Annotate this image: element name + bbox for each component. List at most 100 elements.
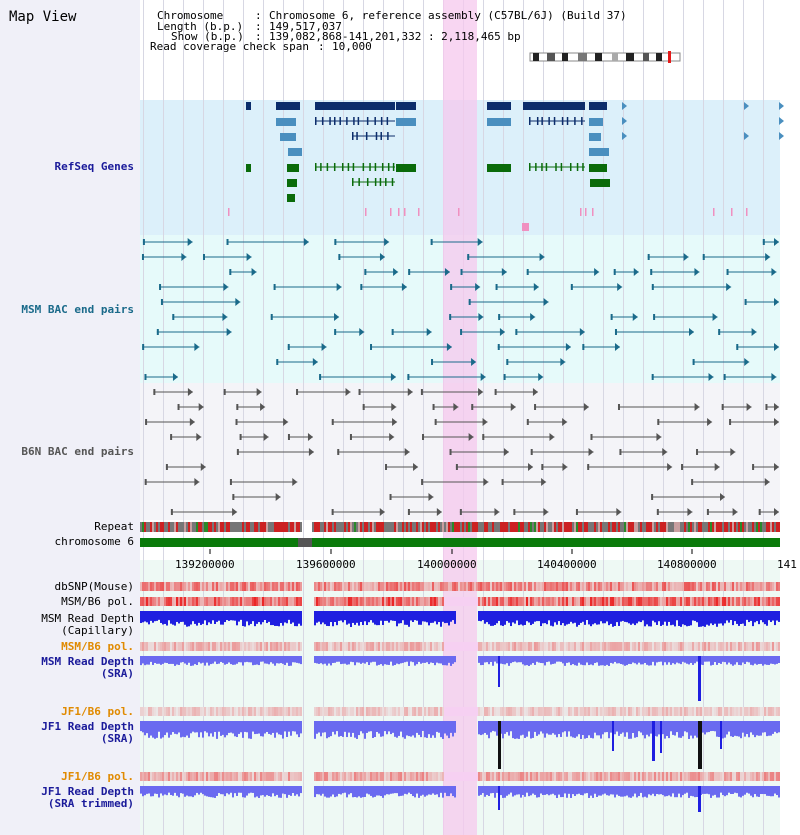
msm-depth-capillary-bar: [632, 611, 634, 624]
msm-pol-heat-cell: [502, 597, 504, 606]
jf1-pol-heat-cell: [648, 707, 650, 716]
jf1-pol-heat-cell: [358, 707, 360, 716]
jf1-depth-sra-bar: [150, 721, 152, 736]
jf1-pol2-heat-cell: [278, 772, 280, 781]
jf1-depth-sra-bar: [712, 721, 714, 731]
jf1-pol2-heat-cell: [410, 772, 412, 781]
jf1-pol-heat-cell: [528, 707, 530, 716]
msm-pol2-heat-cell: [280, 642, 282, 651]
msm-pol-heat-cell: [770, 597, 772, 606]
dbsnp-heat-cell: [368, 582, 370, 591]
msm-depth-sra-bar: [382, 656, 384, 666]
msm-depth-capillary-bar: [644, 611, 646, 627]
track-label-b6n-bac[interactable]: B6N BAC end pairs: [21, 445, 134, 458]
msm-pol-heat-cell: [600, 597, 602, 606]
dbsnp-heat-cell: [508, 582, 510, 591]
jf1-depth-trimmed-bar: [438, 786, 440, 798]
gene-block: [246, 102, 251, 110]
msm-pol-heat-cell: [344, 597, 346, 606]
msm-pol2-heat-cell: [354, 642, 356, 651]
jf1-depth-sra-bar: [548, 721, 550, 735]
msm-pol-heat-cell: [192, 597, 194, 606]
jf1-pol-heat-cell: [580, 707, 582, 716]
dbsnp-heat-cell: [150, 582, 152, 591]
jf1-pol2-heat-cell: [268, 772, 270, 781]
jf1-depth-trimmed-bar: [324, 786, 326, 797]
msm-depth-capillary-bar: [532, 611, 534, 624]
jf1-pol-heat-cell: [170, 707, 172, 716]
msm-pol2-heat-cell: [764, 642, 766, 651]
msm-depth-sra-bar: [292, 656, 294, 663]
jf1-pol2-heat-cell: [172, 772, 174, 781]
jf1-depth-sra-bar: [348, 721, 350, 733]
msm-pol-heat-cell: [436, 597, 438, 606]
repeat-element: [248, 522, 250, 532]
msm-pol-heat-cell: [552, 597, 554, 606]
jf1-depth-sra-bar: [380, 721, 382, 737]
jf1-depth-trimmed-bar: [558, 786, 560, 795]
msm-pol2-heat-cell: [472, 642, 474, 651]
jf1-pol-heat-cell: [568, 707, 570, 716]
repeat-element: [256, 522, 258, 532]
repeat-element: [156, 522, 158, 532]
b6n-bac-pair-end-arrow: [588, 448, 594, 456]
jf1-depth-sra-bar: [580, 721, 582, 739]
msm-depth-sra-bar: [288, 656, 290, 666]
msm-pol2-heat-cell: [728, 642, 730, 651]
msm-depth-capillary-bar: [588, 611, 590, 625]
jf1-depth-sra-bar: [506, 721, 508, 733]
ideogram-band: [595, 53, 602, 61]
b6n-bac-pair-end: [706, 509, 709, 515]
msm-pol2-heat-cell: [214, 642, 216, 651]
jf1-depth-sra-bar: [298, 721, 300, 738]
jf1-pol2-heat-cell: [646, 772, 648, 781]
jf1-pol-heat-cell: [408, 707, 410, 716]
dbsnp-heat-cell: [482, 582, 484, 591]
dbsnp-heat-cell: [578, 582, 580, 591]
msm-depth-sra-bar: [732, 656, 734, 666]
msm-depth-sra-bar: [148, 656, 150, 665]
msm-pol2-heat-cell: [546, 642, 548, 651]
msm-pol-heat-cell: [610, 597, 612, 606]
msm-pol-heat-cell: [146, 597, 148, 606]
msm-depth-sra-bar: [680, 656, 682, 665]
b6n-bac-pair-end-arrow: [187, 388, 193, 396]
jf1-pol-heat-cell: [544, 707, 546, 716]
msm-depth-capillary-bar: [392, 611, 394, 621]
dbsnp-heat-cell: [512, 582, 514, 591]
jf1-depth-trimmed-bar: [670, 786, 672, 797]
jf1-depth-trimmed-bar: [706, 786, 708, 794]
msm-pol-heat-cell: [756, 597, 758, 606]
jf1-pol-heat-cell: [494, 707, 496, 716]
repeat-element: [688, 522, 690, 532]
dbsnp-heat-cell: [504, 582, 506, 591]
jf1-pol2-heat-cell: [290, 772, 292, 781]
msm-depth-capillary-bar: [736, 611, 738, 624]
msm-pol2-heat-cell: [218, 642, 220, 651]
repeat-element: [250, 522, 252, 532]
msm-depth-sra-bar: [634, 656, 636, 664]
jf1-depth-trimmed-bar: [642, 786, 644, 798]
msm-pol-heat-cell: [198, 597, 200, 606]
jf1-pol-heat-cell: [396, 707, 398, 716]
track-label-msm-bac[interactable]: MSM BAC end pairs: [21, 303, 134, 316]
msm-pol-heat-cell: [434, 597, 436, 606]
jf1-depth-trimmed-bar: [688, 786, 690, 798]
msm-pol-heat-cell: [490, 597, 492, 606]
msm-pol-heat-cell: [772, 597, 774, 606]
jf1-pol-heat-cell: [214, 707, 216, 716]
jf1-depth-trimmed-bar: [188, 786, 190, 797]
jf1-pol2-heat-cell: [580, 772, 582, 781]
track-label-refseq[interactable]: RefSeq Genes: [54, 160, 134, 173]
dbsnp-heat-cell: [288, 582, 290, 591]
msm-depth-capillary-bar: [614, 611, 616, 626]
jf1-pol-heat-cell: [356, 707, 358, 716]
jf1-pol-heat-cell: [374, 707, 376, 716]
jf1-depth-sra-bar: [582, 721, 584, 736]
track-label-dbsnp: dbSNP(Mouse): [54, 580, 134, 593]
b6n-bac-pair-end: [513, 509, 516, 515]
msm-depth-sra-bar: [760, 656, 762, 664]
msm-pol-heat-cell: [666, 597, 668, 606]
msm-pol-heat-cell: [760, 597, 762, 606]
msm-depth-capillary-bar: [420, 611, 422, 625]
